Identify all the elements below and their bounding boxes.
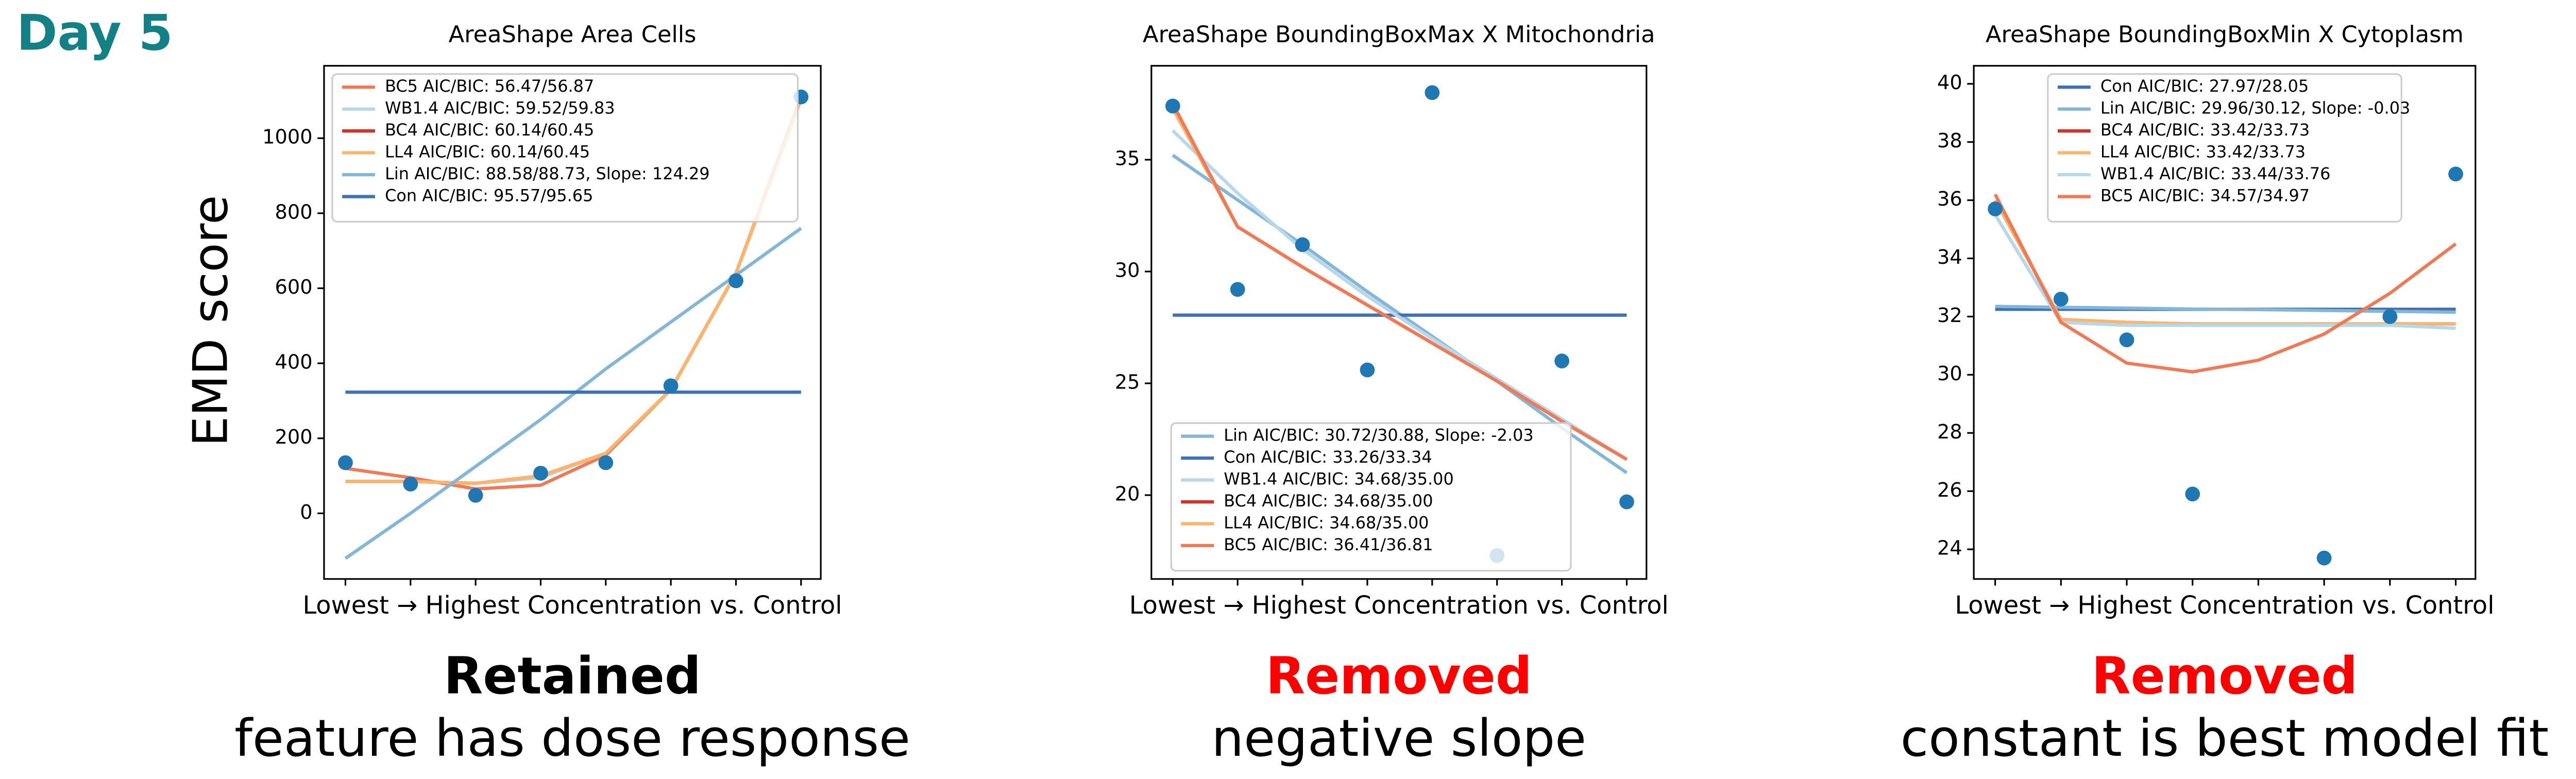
fit-line (345, 98, 803, 485)
y-tick-label: 40 (1937, 71, 1962, 94)
legend-label: LL4 AIC/BIC: 33.42/33.73 (2100, 142, 2306, 162)
data-point (2316, 550, 2332, 566)
day-label: Day 5 (16, 4, 173, 62)
x-axis-label: Lowest → Highest Concentration vs. Contr… (1129, 591, 1669, 620)
plot-frame (1150, 65, 1648, 580)
legend-label: BC4 AIC/BIC: 34.68/35.00 (1224, 491, 1433, 511)
y-tick-label: 400 (275, 351, 313, 374)
fit-line (1993, 214, 2456, 330)
legend-label: BC4 AIC/BIC: 33.42/33.73 (2100, 120, 2310, 140)
chart-title: AreaShape BoundingBoxMin X Cytoplasm (1986, 21, 2464, 48)
legend-label: LL4 AIC/BIC: 34.68/35.00 (1224, 513, 1429, 533)
legend-label: Con AIC/BIC: 33.26/33.34 (1224, 447, 1432, 467)
data-point (468, 488, 483, 503)
data-point (728, 273, 743, 289)
legend-label: Lin AIC/BIC: 30.72/30.88, Slope: -2.03 (1224, 426, 1533, 445)
data-point (338, 455, 353, 470)
verdict: Removed (2092, 647, 2358, 706)
data-point (1988, 201, 2003, 216)
y-tick-label: 32 (1937, 304, 1962, 327)
chart-title: AreaShape BoundingBoxMax X Mitochondria (1143, 21, 1655, 48)
reason: negative slope (1212, 709, 1587, 768)
data-point (1425, 85, 1440, 100)
y-tick-label: 800 (275, 200, 313, 224)
plot-frame (323, 65, 822, 580)
y-tick-label: 600 (275, 276, 313, 299)
y-tick-label: 0 (300, 501, 312, 524)
fit-line (1993, 193, 2457, 374)
fit-line (1995, 304, 2456, 314)
data-point (2382, 309, 2398, 324)
data-point (598, 455, 614, 470)
legend-label: BC5 AIC/BIC: 36.41/36.81 (1224, 535, 1433, 554)
chart-title: AreaShape Area Cells (449, 21, 697, 48)
verdict: Removed (1266, 647, 1532, 706)
legend-label: Lin AIC/BIC: 29.96/30.12, Slope: -0.03 (2100, 98, 2410, 118)
data-point (1165, 98, 1180, 114)
data-point (1360, 362, 1375, 378)
y-tick-label: 36 (1937, 188, 1962, 211)
plot-frame (1973, 65, 2477, 580)
legend-label: LL4 AIC/BIC: 60.14/60.45 (385, 142, 590, 162)
y-tick-label: 20 (1115, 483, 1140, 506)
data-point (403, 477, 418, 492)
reason: constant is best model fit (1901, 709, 2549, 768)
verdict: Retained (444, 647, 701, 706)
fit-line (344, 227, 802, 560)
reason: feature has dose response (234, 709, 910, 768)
y-tick-label: 200 (275, 426, 313, 449)
legend-label: BC4 AIC/BIC: 60.14/60.45 (385, 120, 594, 140)
y-tick-label: 26 (1937, 479, 1962, 502)
y-tick-label: 35 (1115, 147, 1140, 170)
x-axis-label: Lowest → Highest Concentration vs. Contr… (1955, 591, 2494, 620)
legend-label: Con AIC/BIC: 27.97/28.05 (2100, 76, 2309, 96)
data-point (1230, 282, 1245, 297)
y-tick-label: 25 (1115, 371, 1140, 394)
y-tick-label: 24 (1937, 537, 1962, 560)
x-axis-label: Lowest → Highest Concentration vs. Contr… (302, 591, 842, 620)
legend-label: WB1.4 AIC/BIC: 59.52/59.83 (385, 98, 615, 118)
legend-label: BC5 AIC/BIC: 56.47/56.87 (385, 76, 594, 96)
legend-box (2047, 73, 2402, 223)
data-point (1619, 494, 1634, 510)
legend-label: BC5 AIC/BIC: 34.57/34.97 (2100, 186, 2310, 206)
legend-label: Con AIC/BIC: 95.57/95.65 (385, 186, 593, 206)
data-point (1554, 353, 1569, 368)
y-tick-label: 34 (1937, 246, 1962, 269)
data-point (2448, 166, 2463, 182)
legend-box (331, 73, 799, 223)
fit-line (1171, 103, 1628, 461)
data-point (533, 466, 548, 481)
legend-label: WB1.4 AIC/BIC: 34.68/35.00 (1224, 469, 1454, 489)
y-tick-label: 38 (1937, 129, 1962, 153)
data-point (663, 378, 679, 394)
y-tick-label: 30 (1937, 362, 1962, 385)
y-axis-label: EMD score (182, 195, 238, 447)
y-tick-label: 1000 (262, 126, 312, 149)
legend-label: Lin AIC/BIC: 88.58/88.73, Slope: 124.29 (385, 164, 710, 183)
y-tick-label: 30 (1115, 259, 1140, 282)
legend-label: WB1.4 AIC/BIC: 33.44/33.76 (2100, 164, 2331, 183)
data-point (2119, 332, 2134, 347)
y-tick-label: 28 (1937, 420, 1962, 444)
data-point (1295, 237, 1310, 252)
data-point (2053, 292, 2069, 307)
legend-box (1170, 422, 1572, 572)
fit-line (1172, 129, 1628, 461)
data-point (2185, 486, 2200, 502)
